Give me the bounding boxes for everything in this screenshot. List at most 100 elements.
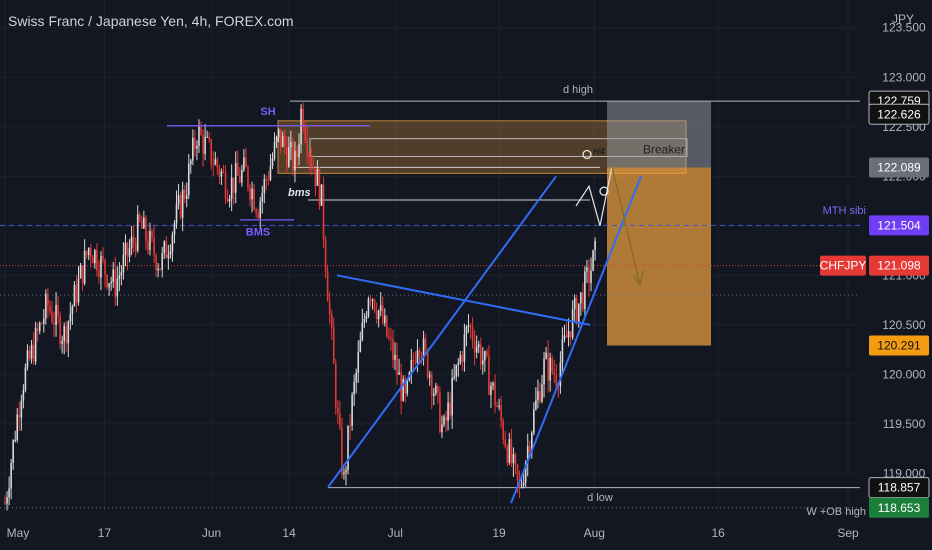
candle-body [547, 352, 549, 381]
candle-body [226, 197, 229, 202]
price-tag-target [869, 335, 929, 356]
candle-body [522, 482, 525, 486]
candle-body [461, 355, 464, 362]
candle-body [404, 378, 407, 394]
candle-body [496, 405, 498, 407]
candle-body [477, 344, 480, 347]
candle-body [492, 382, 494, 386]
candle-body [494, 382, 496, 406]
candle-body [10, 462, 12, 489]
y-tick-label: 119.500 [883, 417, 926, 431]
current-price-tag [869, 255, 929, 276]
target-arrow [611, 166, 641, 286]
candle-body [243, 157, 245, 170]
candle-body [555, 374, 558, 386]
y-axis[interactable]: 123.500123.000122.500122.000121.500121.0… [820, 21, 930, 518]
candle-body [143, 217, 145, 229]
y-tick-label: 119.000 [883, 466, 926, 480]
candle-body [531, 432, 533, 453]
candle-body [4, 503, 6, 505]
chart-zones [277, 101, 711, 346]
target-zone [607, 167, 711, 346]
candle-body [553, 371, 556, 375]
candle-body [202, 134, 204, 154]
candle-body [136, 214, 139, 251]
candle-body [179, 195, 182, 218]
candle-body [181, 189, 184, 218]
candle-body [524, 462, 527, 483]
candle-body [104, 259, 106, 276]
price-tag-breaker-bottom [869, 157, 929, 178]
candle-body [259, 201, 262, 219]
candle-body [332, 327, 335, 364]
candle-body [89, 248, 92, 257]
candle-body [30, 344, 33, 359]
candle-body [498, 405, 500, 407]
candle-body [249, 187, 251, 200]
price-tag-label: 118.653 [878, 501, 921, 515]
candle-body [275, 136, 278, 142]
candle-body [347, 425, 349, 471]
candle-body [322, 184, 325, 240]
x-tick-label: Jul [388, 526, 403, 540]
price-tag-label: 120.291 [877, 339, 921, 353]
candle-body [320, 184, 323, 206]
candle-body [234, 163, 237, 193]
candle-body [18, 414, 21, 418]
candle-body [185, 195, 188, 199]
candle-body [165, 241, 168, 258]
candle-body [67, 321, 70, 344]
candle-body [192, 137, 194, 161]
candle-body [153, 237, 155, 256]
candle-body [87, 248, 90, 256]
candle-body [190, 160, 192, 164]
candle-body [481, 360, 484, 365]
chart-annotations: SH BMS bms Breaker H4 d high d low MTH sibi W +O… [246, 84, 866, 518]
candle-body [326, 271, 329, 302]
candle-body [459, 355, 462, 363]
candle-body [126, 243, 129, 257]
candle-body [102, 255, 104, 260]
candle-body [100, 255, 102, 278]
candle-body [549, 358, 551, 381]
candle-body [484, 351, 486, 361]
candle-body [265, 179, 268, 181]
target-arrow-head [633, 270, 644, 288]
candle-body [71, 306, 74, 314]
candle-body [339, 413, 341, 428]
candle-body [45, 293, 47, 319]
annotation-bms-small: bms [288, 187, 311, 199]
candle-body [253, 188, 255, 210]
candle-body [467, 325, 470, 327]
descending-trendline [336, 274, 591, 326]
candle-body [592, 250, 594, 271]
candle-body [194, 137, 196, 149]
candle-body [251, 188, 253, 200]
annotation-breaker: Breaker [643, 143, 685, 157]
candle-body [281, 135, 284, 147]
candle-body [363, 319, 366, 323]
candle-body [130, 236, 133, 249]
candle-body [245, 157, 247, 168]
candle-body [51, 311, 53, 323]
candle-body [377, 310, 380, 320]
candle-body [6, 497, 8, 504]
candle-body [392, 338, 394, 361]
candle-body [55, 304, 57, 325]
candle-body [465, 326, 468, 335]
candle-body [116, 278, 119, 297]
candle-body [571, 309, 574, 338]
candle-body [479, 344, 482, 365]
candle-body [443, 416, 445, 425]
x-axis[interactable]: May 17 Jun 14 Jul 19 Aug 16 Sep [7, 526, 859, 540]
candle-body [520, 485, 523, 487]
candle-body [541, 384, 543, 402]
candle-body [106, 275, 108, 288]
candle-body [81, 265, 84, 284]
candle-body [218, 167, 221, 177]
candle-body [300, 108, 302, 145]
candle-body [559, 362, 562, 386]
x-tick-label: 17 [98, 526, 112, 540]
candle-body [120, 272, 123, 276]
